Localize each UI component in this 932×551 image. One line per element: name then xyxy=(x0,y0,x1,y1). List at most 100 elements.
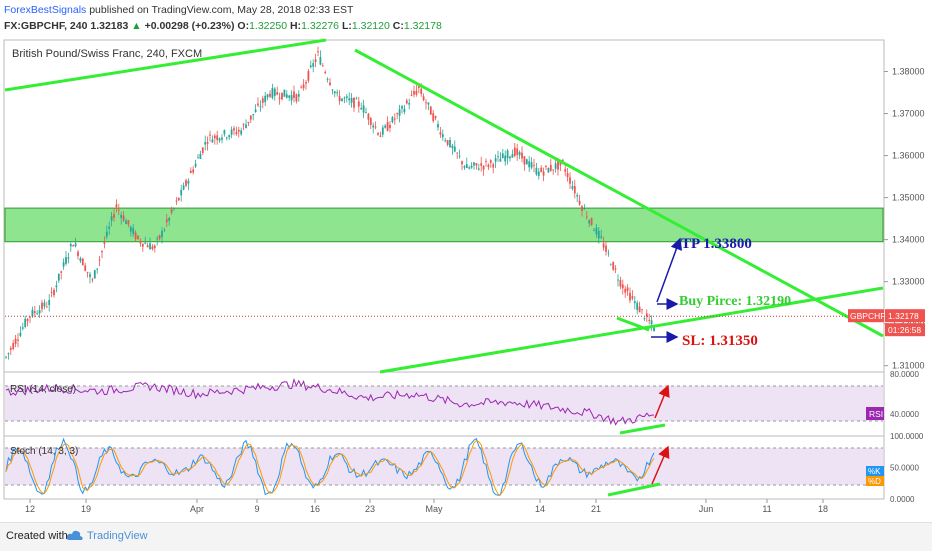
candle-body xyxy=(237,129,240,132)
rsi-badge-label: RSI xyxy=(869,409,883,419)
stoch-d-badge xyxy=(866,476,884,486)
price-tick-label: 1.35000 xyxy=(892,193,925,203)
candle-body xyxy=(597,231,600,239)
candle-body xyxy=(295,94,298,102)
candle-body xyxy=(552,169,555,171)
candle-body xyxy=(341,98,343,101)
candle-body xyxy=(245,124,247,129)
candle-body xyxy=(50,292,53,294)
candle-body xyxy=(379,135,382,137)
candle-body xyxy=(317,51,319,53)
candle-body xyxy=(225,137,228,139)
candle-body xyxy=(384,125,387,128)
candle-body xyxy=(177,197,180,201)
candle-body xyxy=(381,127,384,135)
candle-body xyxy=(631,296,634,299)
candle-body xyxy=(302,84,305,89)
candle-body xyxy=(9,347,12,350)
candle-body xyxy=(297,94,300,97)
candle-body xyxy=(533,165,535,166)
candle-body xyxy=(345,96,348,98)
candle-body xyxy=(281,92,283,100)
candle-body xyxy=(257,103,259,106)
candle-body xyxy=(403,108,406,113)
candle-body xyxy=(218,138,221,141)
candle-body xyxy=(434,116,437,119)
candle-body xyxy=(357,101,360,107)
candle-body xyxy=(487,164,490,168)
candle-body xyxy=(17,339,19,341)
candle-body xyxy=(425,102,427,104)
candle-body xyxy=(415,90,418,95)
candle-body xyxy=(209,134,211,136)
candle-body xyxy=(134,232,137,240)
candle-body xyxy=(278,97,281,99)
candle-body xyxy=(600,236,603,238)
candle-body xyxy=(650,320,653,325)
candle-body xyxy=(74,243,77,247)
candle-body xyxy=(653,326,655,332)
candle-body xyxy=(161,231,163,238)
candle-body xyxy=(506,150,509,159)
stoch-up-arrow xyxy=(651,445,670,485)
candle-body xyxy=(386,121,389,131)
candle-body xyxy=(449,139,451,147)
candle-body xyxy=(192,169,195,173)
candle-body xyxy=(261,98,264,103)
candle-body xyxy=(319,57,322,65)
price-tick-label: 1.37000 xyxy=(892,109,925,119)
stoch-k-badge xyxy=(866,466,884,476)
candle-body xyxy=(24,318,27,327)
candle-body xyxy=(638,306,641,313)
candle-body xyxy=(614,268,617,270)
candle-body xyxy=(290,95,293,101)
candle-body xyxy=(321,65,324,67)
price-pane[interactable] xyxy=(3,39,885,373)
tradingview-link[interactable]: TradingView xyxy=(87,530,148,542)
candle-body xyxy=(269,93,271,97)
candle-body xyxy=(348,98,351,101)
candle-body xyxy=(554,163,557,169)
chart-canvas[interactable]: 1.38000 1.37000 1.36000 1.35000 1.34000 1.330… xyxy=(0,0,932,522)
candle-body xyxy=(103,242,106,244)
candle-body xyxy=(38,309,41,314)
time-tick-label: 23 xyxy=(365,504,375,514)
candle-body xyxy=(605,245,607,252)
candle-body xyxy=(641,309,643,310)
rsi-up-arrow xyxy=(654,384,670,419)
candle-body xyxy=(156,238,159,240)
candle-body xyxy=(617,279,619,281)
candle-body xyxy=(36,313,39,315)
candle-body xyxy=(158,235,161,240)
candle-body xyxy=(21,327,24,329)
footer-bar: Created with TradingView xyxy=(0,522,932,551)
brand-name[interactable]: ForexBestSignals xyxy=(4,4,87,16)
candle-body xyxy=(489,160,492,163)
buy-label: Buy Pirce: 1.32190 xyxy=(679,294,791,309)
candle-body xyxy=(355,98,358,100)
candle-body xyxy=(511,154,514,158)
candle-body xyxy=(492,164,495,168)
candle-body xyxy=(437,124,439,128)
candle-body xyxy=(626,287,629,291)
candle-body xyxy=(633,301,636,304)
candle-body xyxy=(105,231,108,237)
candle-body xyxy=(206,142,209,144)
candle-body xyxy=(561,159,564,162)
candle-body xyxy=(458,155,461,157)
candle-body xyxy=(72,245,75,247)
candle-body xyxy=(221,137,223,140)
candle-body xyxy=(57,273,60,281)
tradingview-cloud-icon xyxy=(66,530,83,540)
candle-body xyxy=(461,161,463,165)
candle-body xyxy=(405,100,408,104)
candle-body xyxy=(451,145,454,149)
rsi-divergence-line xyxy=(619,423,666,435)
candle-body xyxy=(108,226,111,229)
candle-body xyxy=(549,164,552,171)
supply-demand-zone xyxy=(4,207,884,243)
candle-body xyxy=(197,157,199,159)
last-price-tag-value: 1.32178 xyxy=(888,311,919,321)
candle-body xyxy=(113,214,115,218)
price-tick-label: 1.38000 xyxy=(892,67,925,77)
